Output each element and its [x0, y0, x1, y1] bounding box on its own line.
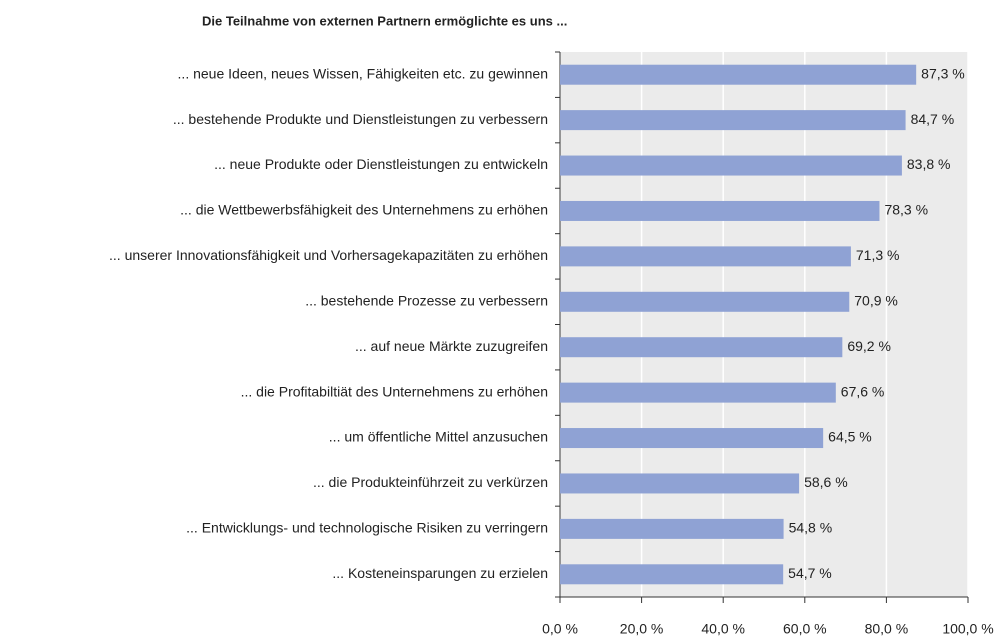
- y-tick-label: ... neue Produkte oder Dienstleistungen …: [214, 156, 548, 172]
- bar: [560, 200, 880, 221]
- y-tick-label: ... Kosteneinsparungen zu erzielen: [332, 565, 548, 581]
- bar: [560, 564, 784, 585]
- y-tick-label: ... die Wettbewerbsfähigkeit des Unterne…: [180, 202, 548, 218]
- y-tick-label: ... bestehende Prozesse zu verbessern: [305, 292, 548, 308]
- value-label: 54,7 %: [788, 565, 832, 581]
- bar: [560, 518, 784, 539]
- value-label: 84,7 %: [911, 111, 955, 127]
- value-label: 67,6 %: [841, 383, 885, 399]
- value-label: 54,8 %: [789, 520, 833, 536]
- x-tick-label: 20,0 %: [620, 621, 664, 636]
- value-label: 78,3 %: [884, 202, 928, 218]
- x-tick-label: 0,0 %: [542, 621, 578, 636]
- value-label: 71,3 %: [856, 247, 900, 263]
- value-label: 83,8 %: [907, 156, 951, 172]
- bar: [560, 64, 917, 85]
- bar: [560, 246, 851, 267]
- bar: [560, 337, 843, 358]
- y-tick-label: ... bestehende Produkte und Dienstleistu…: [173, 111, 548, 127]
- y-tick-label: ... Entwicklungs- und technologische Ris…: [186, 520, 548, 536]
- y-tick-label: ... die Produkteinführzeit zu verkürzen: [313, 474, 548, 490]
- chart-title: Die Teilnahme von externen Partnern ermö…: [202, 13, 567, 28]
- bar: [560, 382, 836, 403]
- value-label: 70,9 %: [854, 292, 898, 308]
- bar: [560, 473, 800, 494]
- bar: [560, 291, 850, 312]
- bar: [560, 155, 902, 176]
- x-tick-label: 60,0 %: [783, 621, 827, 636]
- y-tick-label: ... unserer Innovationsfähigkeit und Vor…: [109, 247, 548, 263]
- bar: [560, 428, 824, 449]
- x-tick-label: 40,0 %: [701, 621, 745, 636]
- x-tick-label: 80,0 %: [865, 621, 909, 636]
- value-label: 87,3 %: [921, 65, 965, 81]
- y-tick-label: ... auf neue Märkte zuzugreifen: [355, 338, 548, 354]
- value-label: 69,2 %: [847, 338, 891, 354]
- x-tick-label: 100,0 %: [942, 621, 993, 636]
- y-tick-label: ... neue Ideen, neues Wissen, Fähigkeite…: [178, 65, 548, 81]
- plot-area: [560, 52, 968, 597]
- y-tick-label: ... die Profitabiltiät des Unternehmens …: [241, 383, 548, 399]
- bar: [560, 110, 906, 131]
- y-tick-label: ... um öffentliche Mittel anzusuchen: [329, 429, 548, 445]
- value-label: 58,6 %: [804, 474, 848, 490]
- value-label: 64,5 %: [828, 429, 872, 445]
